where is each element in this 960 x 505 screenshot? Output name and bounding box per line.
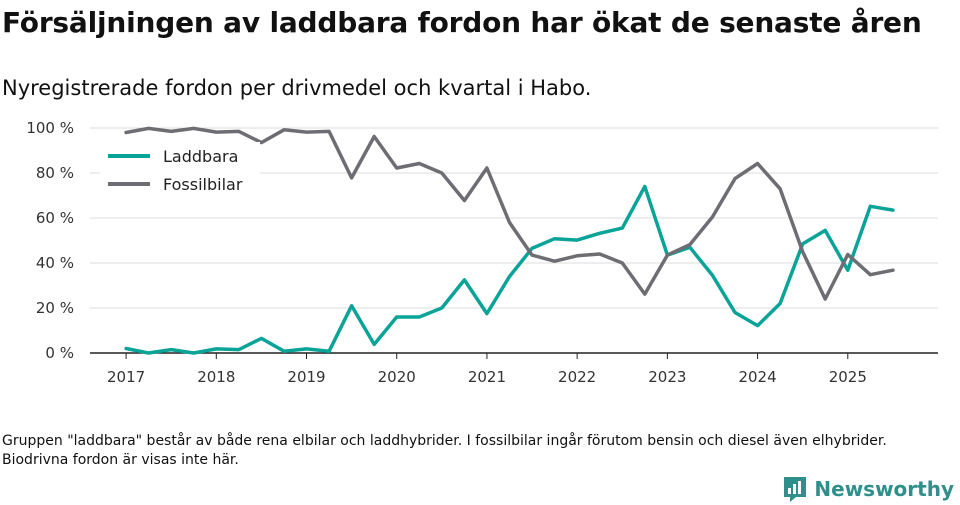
x-tick-label: 2023 — [648, 368, 686, 386]
x-tick-label: 2020 — [378, 368, 416, 386]
y-tick-label: 60 % — [36, 209, 74, 227]
x-tick-label: 2017 — [107, 368, 145, 386]
y-tick-label: 0 % — [45, 344, 74, 362]
chart-subtitle: Nyregistrerade fordon per drivmedel och … — [2, 76, 592, 100]
brand-logo: Newsworthy — [782, 474, 954, 504]
legend-label: Fossilbilar — [163, 175, 243, 194]
legend-label: Laddbara — [163, 147, 238, 166]
y-tick-label: 100 % — [26, 119, 74, 137]
legend-background — [100, 142, 260, 202]
newsworthy-logo-icon — [784, 477, 807, 502]
x-axis: 2017 2018 2019 2020 2021 2022 2023 2024 2025 — [90, 352, 938, 386]
x-tick-label: 2021 — [468, 368, 506, 386]
series-line-fossilbilar — [124, 126, 895, 301]
y-axis: 0 % 20 % 40 % 60 % 80 % 100 % — [26, 119, 74, 362]
legend: Laddbara Fossilbilar — [100, 142, 260, 202]
x-tick-label: 2019 — [287, 368, 325, 386]
y-tick-label: 40 % — [36, 254, 74, 272]
series-lines — [124, 126, 895, 355]
y-tick-label: 20 % — [36, 299, 74, 317]
brand-name: Newsworthy — [814, 477, 954, 501]
x-tick-label: 2022 — [558, 368, 596, 386]
x-tick-label: 2018 — [197, 368, 235, 386]
footnote: Gruppen "laddbara" består av både rena e… — [2, 433, 887, 468]
series-line-laddbara — [124, 184, 895, 355]
chart-title: Försäljningen av laddbara fordon har öka… — [2, 6, 922, 39]
x-tick-label: 2024 — [738, 368, 776, 386]
y-tick-label: 80 % — [36, 164, 74, 182]
line-chart: 0 % 20 % 40 % 60 % 80 % 100 % 2017 2018 2019 202… — [26, 119, 938, 386]
x-tick-label: 2025 — [829, 368, 867, 386]
